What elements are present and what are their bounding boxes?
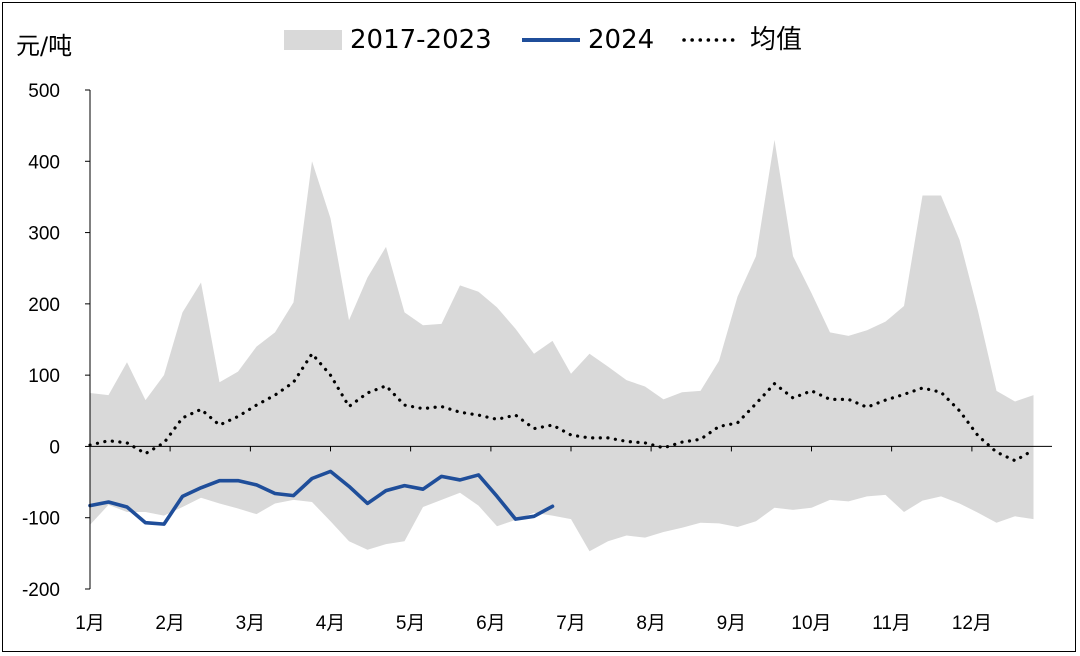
x-tick-label: 11月 bbox=[872, 613, 911, 634]
x-tick-label: 4月 bbox=[316, 613, 346, 634]
y-tick-label: -100 bbox=[22, 509, 60, 530]
plot-area bbox=[88, 139, 1036, 552]
x-tick-label: 8月 bbox=[636, 613, 666, 634]
x-tick-label: 10月 bbox=[791, 613, 831, 634]
legend-label-band: 2017-2023 bbox=[350, 25, 492, 55]
y-tick-label: 100 bbox=[28, 366, 60, 387]
x-tick-label: 7月 bbox=[556, 613, 586, 634]
legend-swatch-band bbox=[284, 30, 342, 50]
unit-label: 元/吨 bbox=[16, 32, 72, 60]
legend-label-2024: 2024 bbox=[588, 25, 654, 55]
y-tick-label: 500 bbox=[28, 81, 60, 102]
y-tick-label: 0 bbox=[49, 437, 60, 458]
y-tick-label: 200 bbox=[28, 295, 60, 316]
axes: 500 400 300 200 100 0 -100 -200 1月 2月 3月 4月 5月 6月 7月 8月… bbox=[16, 32, 1052, 634]
legend: 2017-2023 2024 均值 bbox=[284, 25, 802, 55]
x-tick-label: 9月 bbox=[717, 613, 747, 634]
x-tick-label: 1月 bbox=[75, 613, 105, 634]
legend-label-mean: 均值 bbox=[750, 25, 802, 55]
x-tick-label: 2月 bbox=[155, 613, 185, 634]
x-tick-label: 3月 bbox=[236, 613, 266, 634]
x-tick-label: 6月 bbox=[476, 613, 506, 634]
y-tick-label: 400 bbox=[28, 152, 60, 173]
x-tick-label: 5月 bbox=[396, 613, 426, 634]
x-tick-label: 12月 bbox=[952, 613, 992, 634]
range-band-2017-2023 bbox=[90, 139, 1034, 552]
y-tick-label: 300 bbox=[28, 224, 60, 245]
y-tick-label: -200 bbox=[22, 580, 60, 601]
series-2024-line bbox=[88, 469, 555, 526]
